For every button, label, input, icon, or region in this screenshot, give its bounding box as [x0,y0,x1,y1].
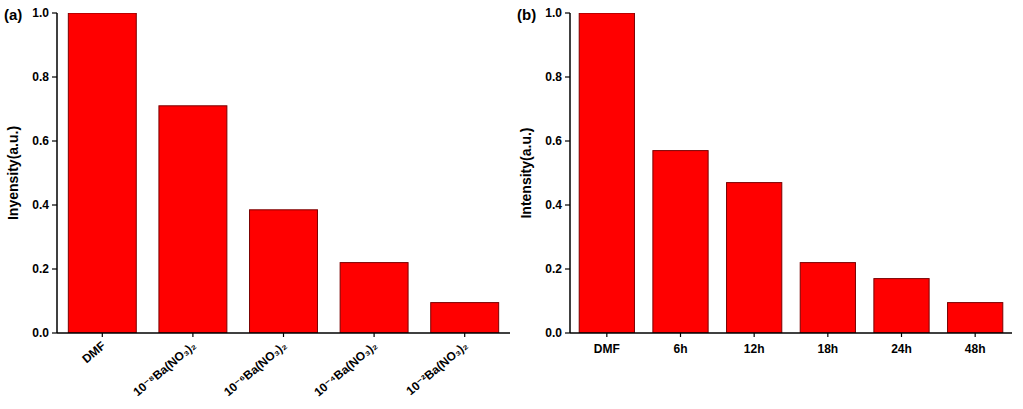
bars [579,13,1003,333]
x-tick-label: 10⁻⁴Ba(NO₃)₂ [311,339,380,400]
x-tick [680,333,681,337]
y-axis [56,13,58,333]
y-tick-label: 0.0 [545,326,562,340]
y-tick [565,204,570,205]
panel: 0.0 0.2 0.4 0.6 0.8 1.0 DMF 10⁻⁸Ba(NO₃)₂ 10⁻⁶Ba(… [4,6,510,399]
bar [340,263,408,333]
y-tick-label: 1.0 [545,6,562,20]
panel-label: (b) [517,6,536,23]
y-tick [52,204,57,205]
y-tick-label: 0.4 [32,198,49,212]
y-tick [565,268,570,269]
panel-label: (a) [4,6,22,23]
x-tick [827,333,828,337]
y-tick-label: 0.2 [32,262,49,276]
bar [800,263,855,333]
x-tick [374,333,375,337]
x-tick [606,333,607,337]
y-axis [569,13,571,333]
y-tick [565,140,570,141]
y-tick-label: 0.4 [545,198,562,212]
y-tick-label: 0.8 [32,70,49,84]
x-tick [975,333,976,337]
x-tick [283,333,284,337]
bar [68,13,136,333]
y-tick [565,76,570,77]
bar [948,303,1003,333]
x-tick [102,333,103,337]
bar [874,279,929,333]
bar [250,210,318,333]
bar [159,106,227,333]
y-tick [565,12,570,13]
x-tick [192,333,193,337]
y-tick [52,76,57,77]
x-tick [754,333,755,337]
bar [579,13,634,333]
figure: 0.0 0.2 0.4 0.6 0.8 1.0 DMF 10⁻⁸Ba(NO₃)₂ 10⁻⁶Ba(… [0,0,1023,409]
x-tick-label: 10⁻⁸Ba(NO₃)₂ [130,339,198,400]
bar [431,303,499,333]
y-tick [52,268,57,269]
x-tick [901,333,902,337]
panel: 0.0 0.2 0.4 0.6 0.8 1.0 DMF 6h 12h 18h 24h 48h Inten… [517,6,1012,356]
y-tick-label: 0.0 [32,326,49,340]
y-tick [52,12,57,13]
y-axis-label: Intensity(a.u.) [518,127,534,218]
y-tick [52,332,57,333]
bar [653,151,708,333]
x-tick [464,333,465,337]
x-tick-label: 10⁻⁶Ba(NO₃)₂ [221,339,289,399]
y-tick-label: 0.8 [545,70,562,84]
x-tick-label: 18h [817,342,838,356]
bars [68,13,498,333]
x-tick-label: 24h [891,342,912,356]
x-axis [570,332,1012,334]
y-tick-label: 0.6 [32,134,49,148]
y-tick-label: 0.6 [545,134,562,148]
bar [727,183,782,333]
y-axis-label: Inyensity(a.u.) [5,126,21,220]
x-tick-label: 6h [673,342,687,356]
y-tick [565,332,570,333]
y-tick-label: 1.0 [32,6,49,20]
x-tick-label: DMF [594,342,620,356]
y-tick-label: 0.2 [545,262,562,276]
x-tick-label: DMF [79,339,108,366]
y-tick [52,140,57,141]
x-tick-label: 10⁻²Ba(NO₃)₂ [403,339,470,399]
x-tick-label: 12h [744,342,765,356]
x-tick-label: 48h [965,342,986,356]
